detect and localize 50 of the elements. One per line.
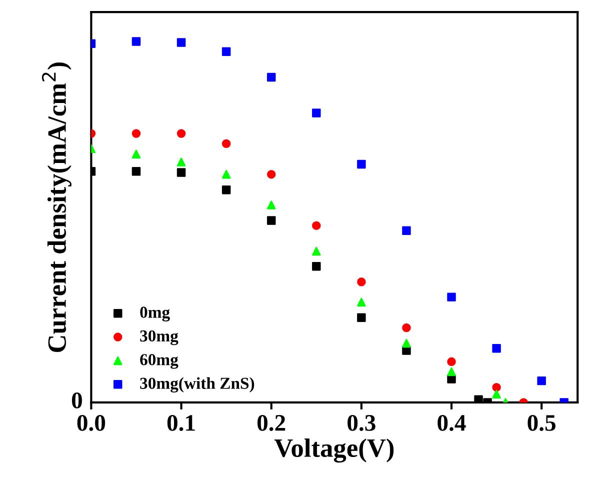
point	[222, 139, 231, 148]
point	[132, 150, 141, 158]
point	[357, 160, 366, 169]
point	[132, 129, 141, 138]
point	[447, 367, 456, 376]
point	[312, 246, 321, 256]
x-tick-label: 0.0	[77, 414, 106, 431]
point	[402, 226, 411, 236]
point	[312, 108, 321, 118]
point	[222, 47, 231, 56]
x-tick-label: 0.5	[528, 414, 556, 431]
legend-label: 60mg	[140, 354, 178, 369]
point	[312, 262, 321, 271]
legend-label: 30mg	[140, 330, 178, 346]
x-tick-label: 0.3	[348, 414, 376, 431]
x-axis-title: Voltage(V)	[274, 438, 394, 463]
text: 0	[72, 392, 82, 408]
point	[266, 170, 276, 179]
point	[176, 38, 186, 47]
point	[402, 346, 411, 355]
point	[357, 313, 366, 322]
point	[357, 278, 366, 286]
x-tick-label: 0.1	[167, 414, 195, 431]
point	[474, 395, 483, 402]
x-tick-label: 0.2	[257, 414, 286, 431]
point	[492, 390, 501, 399]
point	[357, 298, 366, 306]
point	[447, 374, 456, 384]
point	[312, 221, 321, 230]
point	[402, 338, 411, 348]
point	[492, 382, 501, 392]
point	[132, 167, 141, 176]
legend-label: 0mg	[140, 306, 170, 322]
x-tick-label: 0.4	[438, 414, 466, 431]
point	[447, 292, 456, 302]
point	[176, 129, 186, 138]
point	[402, 323, 411, 332]
point	[132, 37, 141, 46]
point	[537, 376, 546, 386]
y-axis-title: Current density(mA/cm$^{2}$)	[42, 62, 72, 352]
point	[266, 72, 276, 82]
point	[266, 200, 276, 210]
legend-label: 30mg(with ZnS)	[140, 377, 254, 392]
point	[222, 185, 231, 194]
point	[266, 216, 276, 225]
point	[222, 170, 231, 179]
point	[176, 158, 186, 166]
point	[176, 168, 186, 177]
point	[447, 357, 456, 366]
point	[492, 344, 501, 353]
